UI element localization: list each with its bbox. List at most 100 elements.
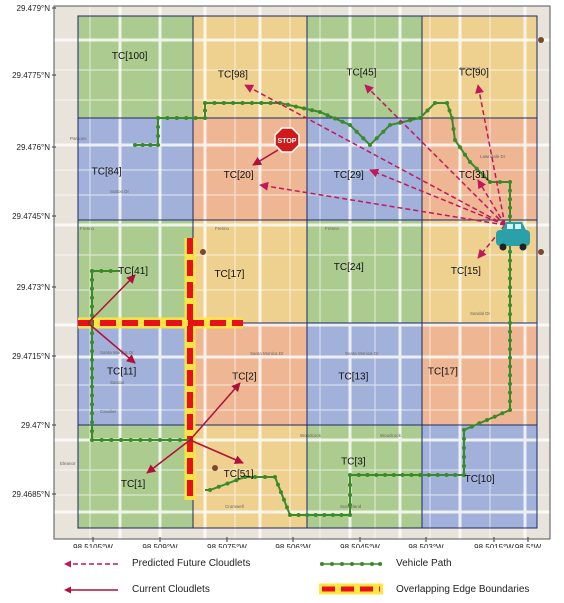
vehicle-path-dot bbox=[90, 402, 94, 406]
place-pin-icon bbox=[538, 249, 544, 255]
vehicle-path-dot bbox=[158, 438, 162, 442]
legend-predicted: Predicted Future Cloudlets bbox=[62, 558, 250, 569]
vehicle-path-dot bbox=[477, 421, 481, 425]
vehicle-path-dot bbox=[348, 503, 352, 507]
vehicle-path-dot bbox=[508, 382, 512, 386]
vehicle-path-dot bbox=[184, 116, 188, 120]
vehicle-path-dot bbox=[231, 101, 235, 105]
vehicle-path-dot bbox=[226, 482, 230, 486]
vehicle-path-dot bbox=[314, 513, 318, 517]
cloudlet-label-tc2: TC[2] bbox=[232, 372, 257, 383]
vehicle-path-dot bbox=[433, 101, 437, 105]
street-label: Eleanor bbox=[60, 461, 76, 466]
vehicle-path-dot bbox=[366, 473, 370, 477]
vehicle-path-dot bbox=[90, 394, 94, 398]
vehicle-path-dot bbox=[348, 483, 352, 487]
cloudlet-label-tc100: TC[100] bbox=[112, 51, 148, 62]
cloudlet-label-tc3: TC[3] bbox=[341, 457, 366, 468]
latitude-axis: 29.479°N29.4775°N29.476°N29.4745°N29.473… bbox=[12, 4, 56, 499]
vehicle-path-dot bbox=[498, 180, 502, 184]
vehicle-path-dot bbox=[508, 312, 512, 316]
latitude-tick-label: 29.4715°N bbox=[12, 352, 50, 361]
latitude-tick-label: 29.4745°N bbox=[12, 212, 50, 221]
vehicle-path-dot bbox=[156, 134, 160, 138]
street-label: Sutton Dr bbox=[110, 189, 130, 194]
vehicle-path-dot bbox=[90, 278, 94, 282]
vehicle-path-dot bbox=[381, 130, 385, 134]
vehicle-path-dot bbox=[462, 464, 466, 468]
vehicle-path-dot bbox=[194, 116, 198, 120]
stop-sign-label: STOP bbox=[278, 138, 297, 145]
vehicle-path-dot bbox=[355, 130, 359, 134]
vehicle-path-dot bbox=[508, 338, 512, 342]
vehicle-path-dot bbox=[374, 473, 378, 477]
vehicle-path-dot bbox=[90, 305, 94, 309]
legend-overlap: Overlapping Edge Boundaries bbox=[316, 582, 529, 596]
cloudlet-label-tc29: TC[29] bbox=[334, 170, 364, 181]
vehicle-path-dot bbox=[341, 120, 345, 124]
vehicle-path-dot bbox=[322, 513, 326, 517]
cloudlet-label-tc11: TC[11] bbox=[107, 366, 136, 377]
vehicle-path-dot bbox=[331, 513, 335, 517]
vehicle-path-dot bbox=[305, 513, 309, 517]
vehicle-path-dot bbox=[326, 113, 330, 117]
vehicle-path-dot bbox=[178, 438, 182, 442]
vehicle-path-dot bbox=[90, 367, 94, 371]
vehicle-path-dot bbox=[259, 101, 263, 105]
vehicle-path-dot bbox=[310, 108, 314, 112]
vehicle-path-dot bbox=[109, 438, 113, 442]
vehicle-path-dot bbox=[90, 385, 94, 389]
vehicle-path-dot bbox=[129, 438, 133, 442]
vehicle-path-dot bbox=[508, 303, 512, 307]
vehicle-path-dot bbox=[508, 214, 512, 218]
vehicle-path-dot bbox=[508, 197, 512, 201]
latitude-tick-label: 29.47°N bbox=[21, 421, 50, 430]
vehicle-path-swatch-icon bbox=[316, 559, 386, 569]
vehicle-path-dot bbox=[90, 429, 94, 433]
vehicle-path-dot bbox=[508, 189, 512, 193]
place-pin-icon bbox=[538, 37, 544, 43]
vehicle-path-dot bbox=[279, 490, 283, 494]
cloudlet-label-tc10: TC[10] bbox=[465, 474, 495, 485]
vehicle-path-dot bbox=[383, 473, 387, 477]
place-pin-icon bbox=[212, 465, 218, 471]
street-label: Fresno bbox=[80, 226, 95, 231]
cloudlet-label-tc84: TC[84] bbox=[92, 167, 122, 178]
vehicle-path-dot bbox=[90, 269, 94, 273]
vehicle-path-dot bbox=[508, 259, 512, 263]
vehicle-path-dot bbox=[208, 488, 212, 492]
overlap-boundary-swatch-icon bbox=[316, 582, 386, 596]
vehicle-path-dot bbox=[297, 513, 301, 517]
latitude-tick-label: 29.473°N bbox=[17, 283, 51, 292]
vehicle-path-dot bbox=[148, 143, 152, 147]
vehicle-path-dot bbox=[333, 117, 337, 121]
vehicle-path-dot bbox=[361, 136, 365, 140]
vehicle-path-dot bbox=[357, 473, 361, 477]
vehicle-path-dot bbox=[463, 153, 467, 157]
vehicle-path-dot bbox=[168, 438, 172, 442]
vehicle-path-dot bbox=[508, 250, 512, 254]
vehicle-path-dot bbox=[388, 123, 392, 127]
vehicle-path-dot bbox=[392, 473, 396, 477]
vehicle-path-dot bbox=[141, 143, 145, 147]
vehicle-path-dot bbox=[133, 143, 137, 147]
vehicle-path-dot bbox=[294, 105, 298, 109]
vehicle-path-dot bbox=[462, 455, 466, 459]
street-label: Fresno bbox=[215, 226, 230, 231]
legend-vehicle-label: Vehicle Path bbox=[396, 558, 452, 569]
vehicle-path-dot bbox=[90, 287, 94, 291]
predicted-arrow-swatch-icon bbox=[62, 559, 122, 569]
cloudlet-label-tc24: TC[24] bbox=[334, 262, 364, 273]
vehicle-path-dot bbox=[90, 349, 94, 353]
vehicle-path-dot bbox=[418, 473, 422, 477]
cloudlet-label-tc90: TC[90] bbox=[459, 67, 489, 78]
vehicle-path-dot bbox=[450, 116, 454, 120]
vehicle-path-dot bbox=[445, 101, 449, 105]
vehicle-path-dot bbox=[90, 296, 94, 300]
vehicle-path-dot bbox=[508, 321, 512, 325]
vehicle-path-dot bbox=[508, 356, 512, 360]
street-label: Woodcock bbox=[380, 433, 402, 438]
vehicle-path-dot bbox=[453, 473, 457, 477]
cloudlet-label-tc17b: TC[17] bbox=[428, 366, 458, 377]
street-label: Cavalier bbox=[100, 409, 117, 414]
